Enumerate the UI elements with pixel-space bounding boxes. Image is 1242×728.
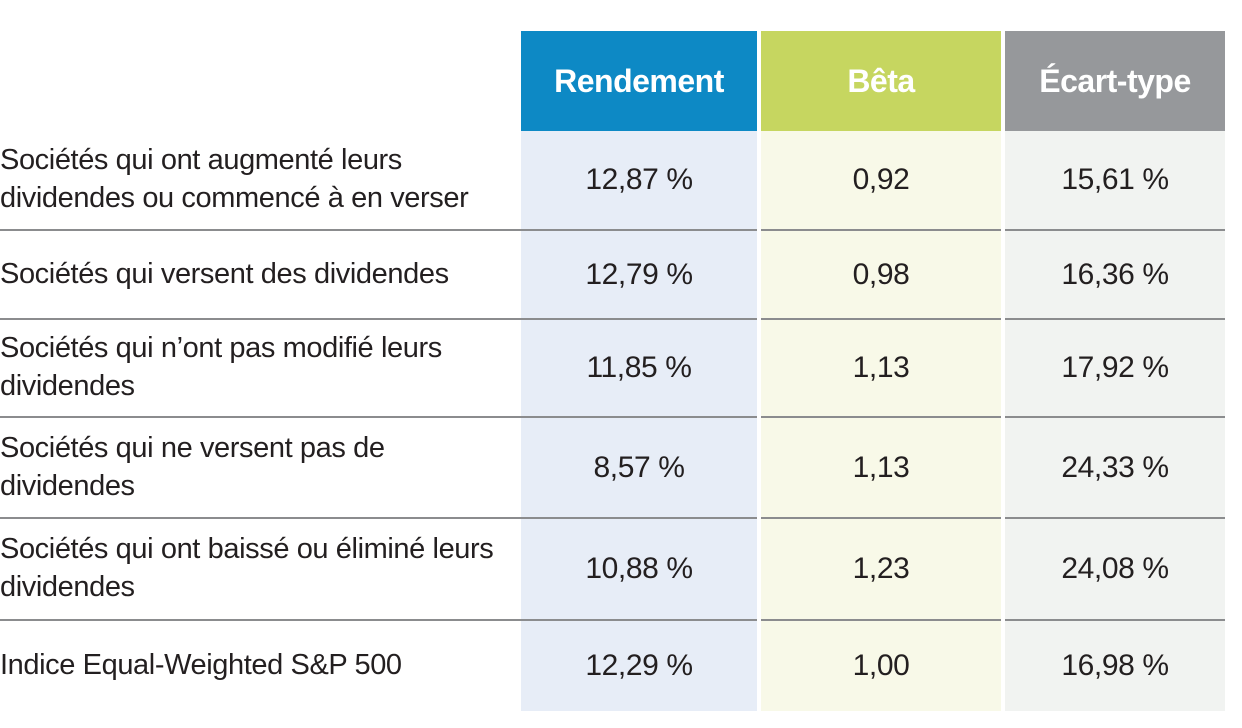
table-row: Sociétés qui ont augmenté leurs dividend… <box>0 131 1225 230</box>
beta-value: 0,92 <box>757 131 1003 230</box>
ecart-type-value: 17,92 % <box>1001 319 1225 417</box>
row-label: Sociétés qui ont augmenté leurs dividend… <box>0 131 521 230</box>
row-label: Sociétés qui versent des dividendes <box>0 230 521 319</box>
row-label: Sociétés qui ont baissé ou éliminé leurs… <box>0 518 521 620</box>
rendement-value: 8,57 % <box>521 417 759 518</box>
ecart-type-value: 16,98 % <box>1001 620 1225 711</box>
table-row: Sociétés qui versent des dividendes 12,7… <box>0 230 1225 319</box>
rendement-value: 12,79 % <box>521 230 759 319</box>
ecart-type-value: 24,33 % <box>1001 417 1225 518</box>
corner-cell <box>0 31 521 131</box>
table-row: Sociétés qui n’ont pas modifié leurs div… <box>0 319 1225 417</box>
beta-value: 1,23 <box>757 518 1003 620</box>
ecart-type-value: 24,08 % <box>1001 518 1225 620</box>
header-row: Rendement Bêta Écart-type <box>0 31 1225 131</box>
ecart-type-value: 16,36 % <box>1001 230 1225 319</box>
rendement-value: 12,87 % <box>521 131 759 230</box>
beta-value: 0,98 <box>757 230 1003 319</box>
table-row: Sociétés qui ont baissé ou éliminé leurs… <box>0 518 1225 620</box>
ecart-type-value: 15,61 % <box>1001 131 1225 230</box>
table-row: Indice Equal-Weighted S&P 500 12,29 % 1,… <box>0 620 1225 711</box>
rendement-value: 11,85 % <box>521 319 759 417</box>
dividend-metrics-table: Rendement Bêta Écart-type Sociétés qui o… <box>0 31 1225 711</box>
rendement-value: 12,29 % <box>521 620 759 711</box>
column-header-beta: Bêta <box>757 31 1003 131</box>
beta-value: 1,13 <box>757 319 1003 417</box>
column-header-ecart-type: Écart-type <box>1001 31 1225 131</box>
row-label: Sociétés qui n’ont pas modifié leurs div… <box>0 319 521 417</box>
beta-value: 1,00 <box>757 620 1003 711</box>
row-label: Indice Equal-Weighted S&P 500 <box>0 620 521 711</box>
row-label: Sociétés qui ne versent pas de dividende… <box>0 417 521 518</box>
beta-value: 1,13 <box>757 417 1003 518</box>
rendement-value: 10,88 % <box>521 518 759 620</box>
table-row: Sociétés qui ne versent pas de dividende… <box>0 417 1225 518</box>
column-header-rendement: Rendement <box>521 31 759 131</box>
